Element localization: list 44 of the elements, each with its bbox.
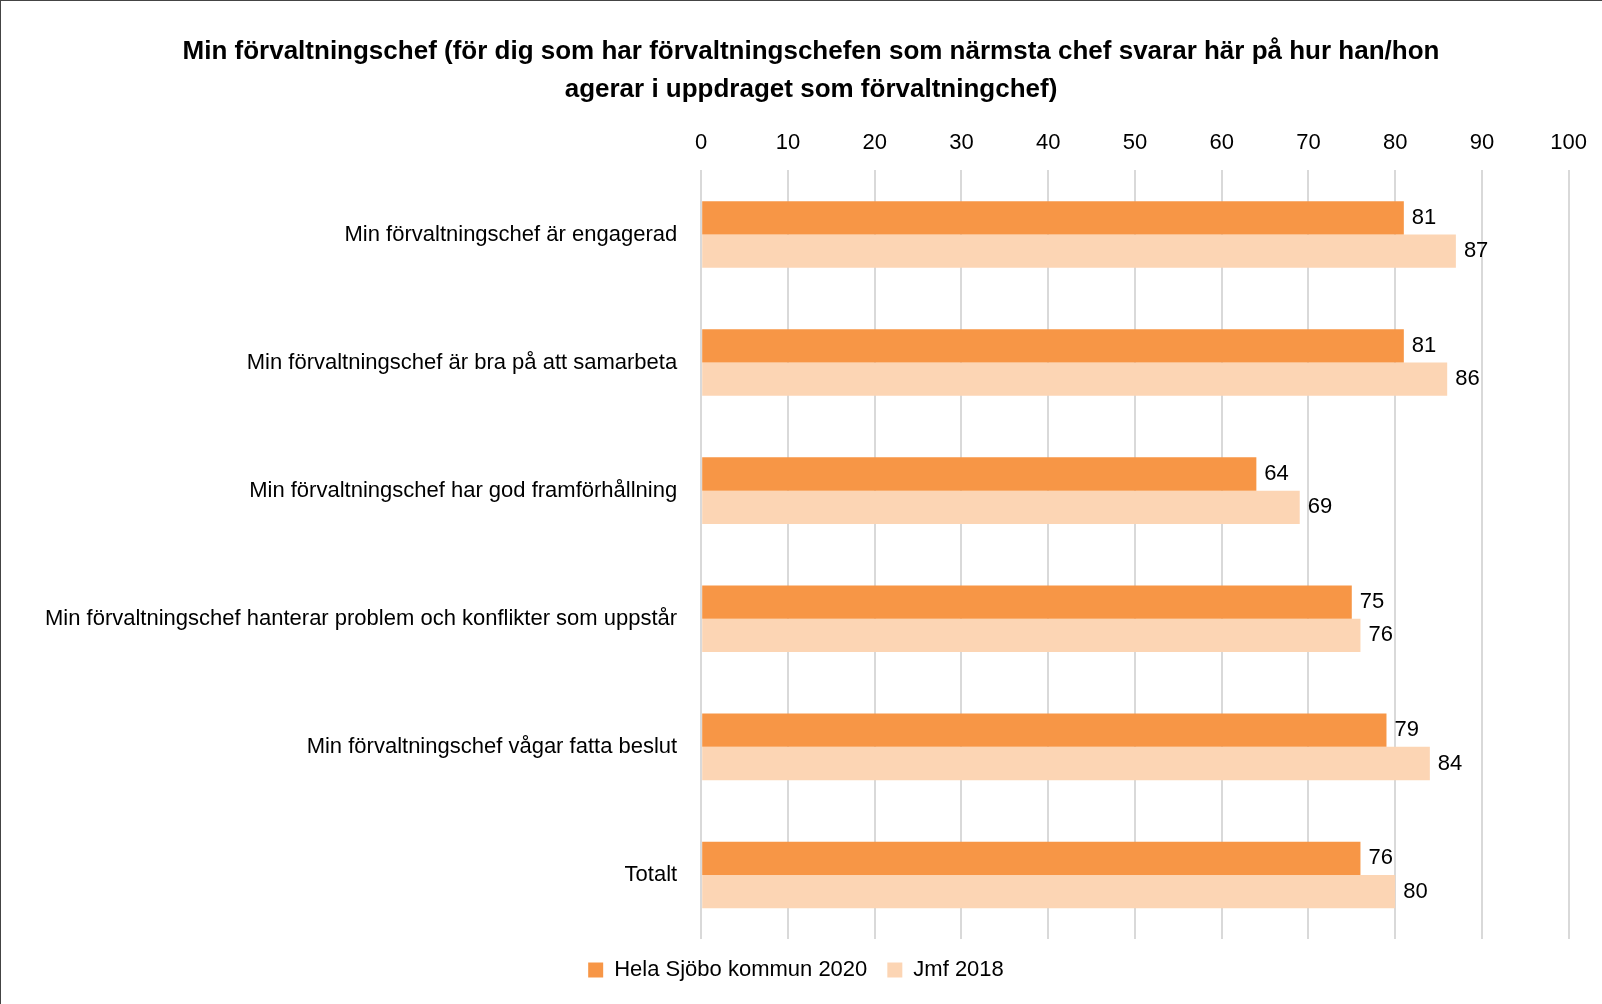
data-label: 69 [1307,493,1333,519]
y-tick-label: Min förvaltningschef vågar fatta beslut [306,732,678,758]
x-tick-label: 40 [1035,129,1061,155]
y-tick-label: Totalt [624,861,678,887]
data-label: 75 [1359,588,1385,614]
bar [702,841,1361,875]
data-label: 86 [1455,365,1480,391]
x-tick-label: 90 [1469,129,1495,155]
data-label: 64 [1264,460,1289,486]
bar [702,874,1396,909]
bar [702,234,1456,268]
data-label: 81 [1411,203,1437,229]
x-tick-label: 50 [1122,129,1148,155]
data-label: 84 [1437,749,1463,775]
data-label: 79 [1394,716,1419,742]
data-label: 76 [1368,844,1393,870]
bar [702,329,1404,363]
x-tick-label: 10 [775,129,801,155]
bar [702,362,1448,396]
x-tick-label: 100 [1550,129,1588,155]
y-tick-label: Min förvaltningschef är engagerad [344,220,678,246]
x-tick-label: 60 [1209,129,1234,155]
bar [702,490,1300,524]
bar [702,457,1257,491]
chart-title: Min förvaltningschef (för dig som har förvaltningschefen som närmsta chef svarar här på hur han/hon agerar i uppdraget som förvaltningchef) [181,34,1441,105]
x-tick-label: 30 [949,129,974,155]
x-tick-label: 70 [1296,129,1321,155]
y-tick-label: Min förvaltningschef hanterar problem och konflikter som uppstår [44,604,678,630]
y-tick-label: Min förvaltningschef är bra på att samarbeta [246,348,678,374]
data-label: 80 [1403,877,1428,903]
legend-label: Jmf 2018 [913,956,1004,982]
data-label: 87 [1463,237,1489,263]
data-label: 76 [1368,621,1393,647]
bar [702,201,1404,235]
bar [702,585,1352,619]
data-label: 81 [1411,331,1437,357]
y-tick-label: Min förvaltningschef har god framförhållning [249,476,678,502]
x-tick-label: 20 [862,129,887,155]
bar [702,618,1361,653]
x-tick-label: 0 [695,129,708,155]
legend-label: Hela Sjöbo kommun 2020 [614,956,868,982]
bar [702,746,1430,781]
bar [702,713,1387,747]
x-tick-label: 80 [1382,129,1408,155]
